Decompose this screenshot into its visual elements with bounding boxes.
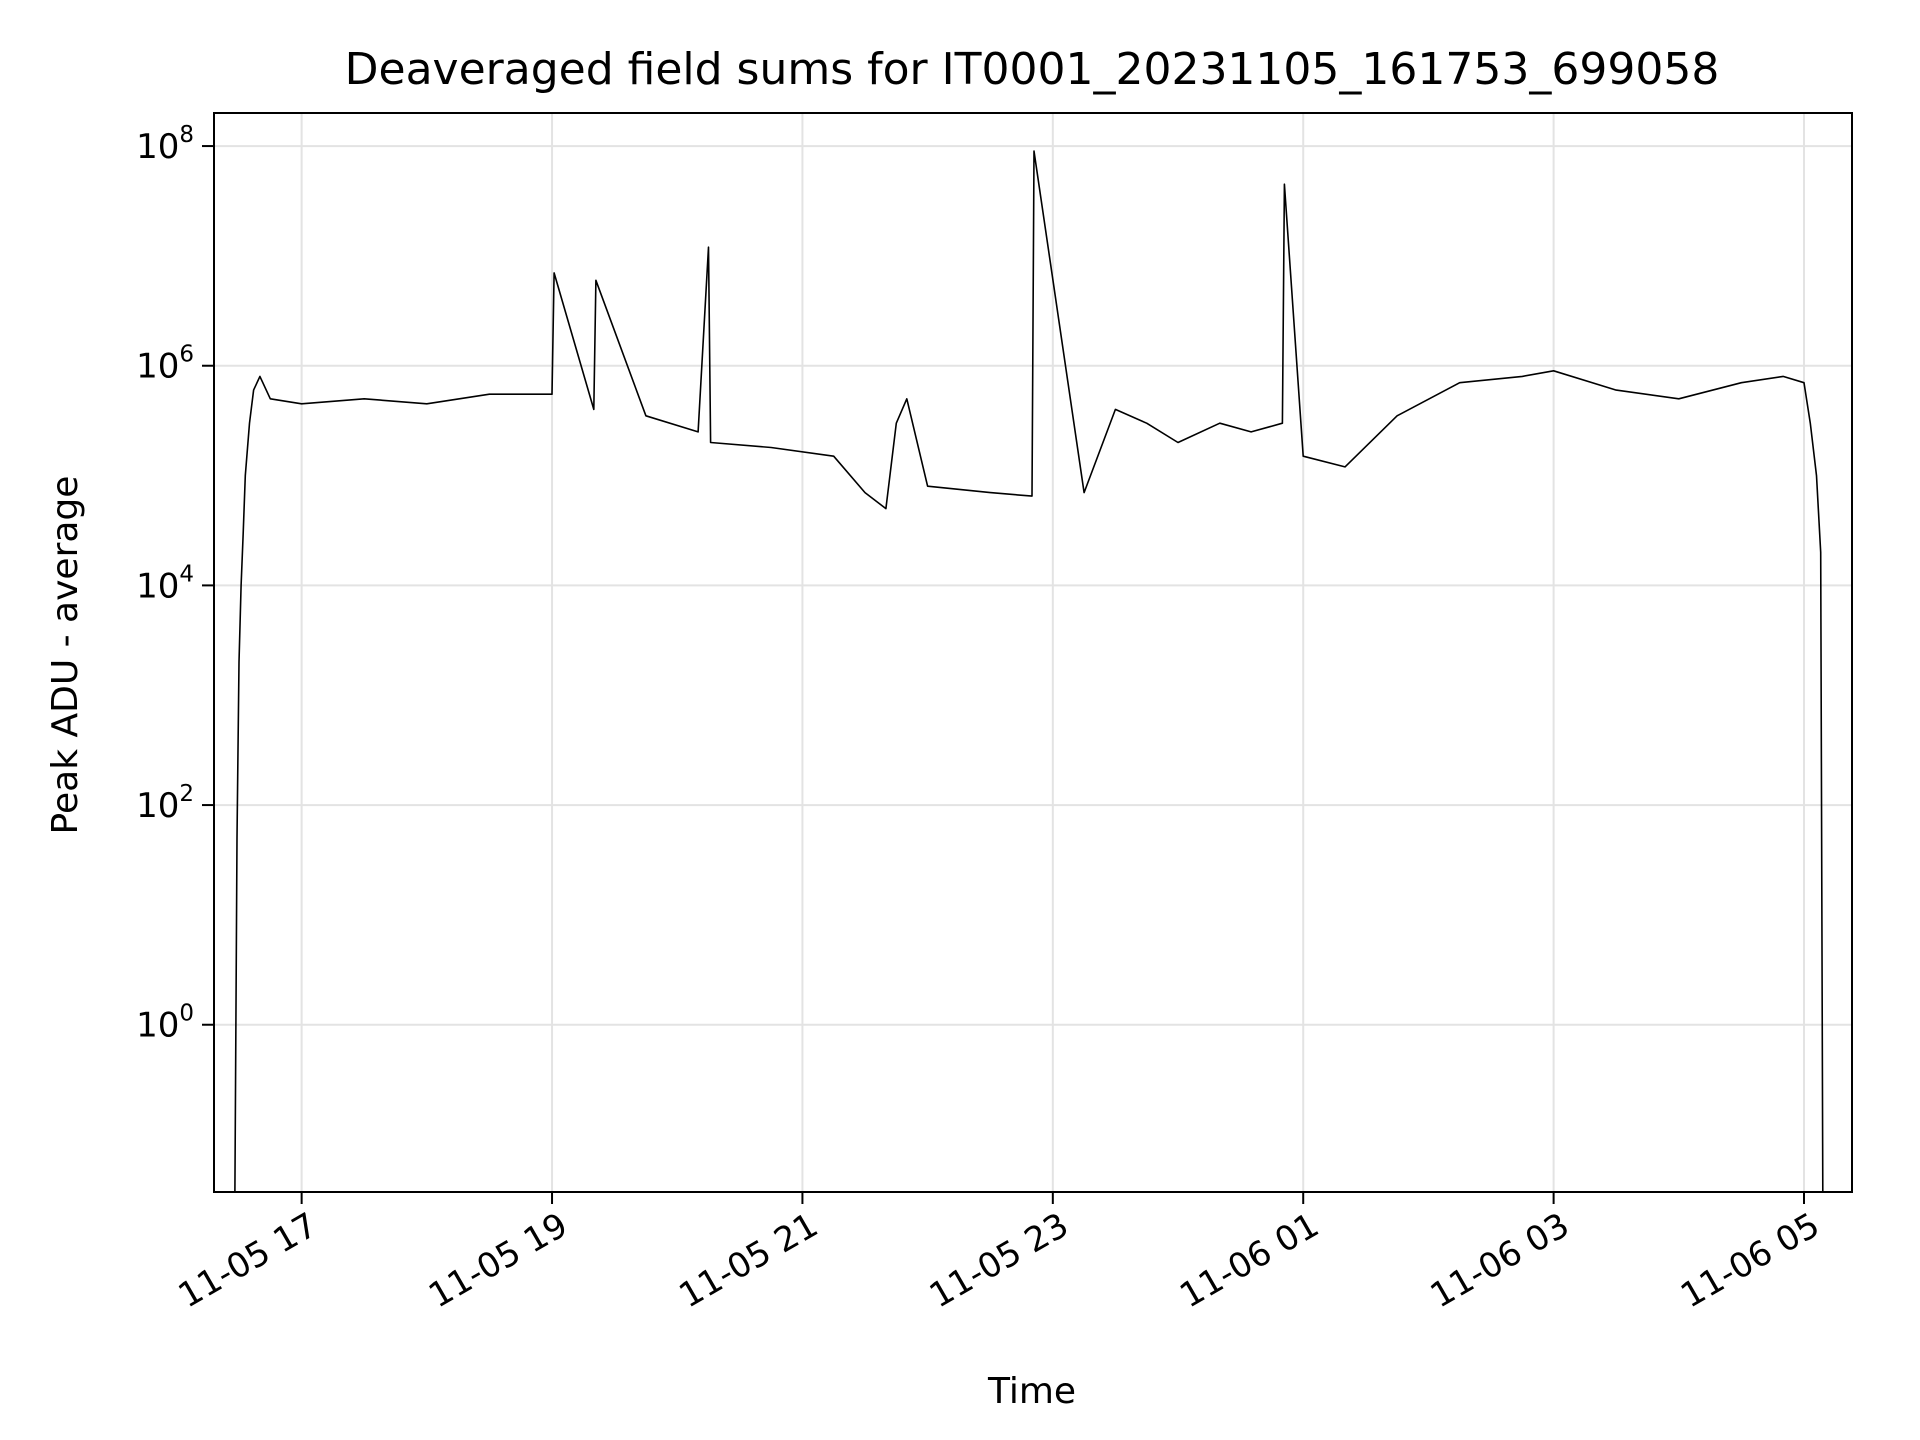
y-tick-label: 108 [136,122,194,167]
x-tick-label: 11-05 21 [673,1205,825,1316]
y-tick-exponent: 8 [179,122,194,148]
y-axis-title: Peak ADU - average [45,476,86,835]
chart-title: Deaveraged field sums for IT0001_2023110… [345,44,1720,95]
x-tick-label: 11-05 17 [172,1205,324,1316]
y-tick-exponent: 6 [179,342,194,368]
y-tick-label: 102 [136,781,194,826]
x-tick-label: 11-05 23 [923,1205,1075,1316]
plot-frame [213,112,1853,1193]
grid-lines [214,113,1852,1192]
x-axis-title: Time [987,1371,1076,1412]
series-line [234,150,1824,1193]
y-tick-exponent: 4 [179,561,194,587]
x-tick-label: 11-06 01 [1173,1205,1325,1316]
y-tick-base: 10 [136,347,179,387]
y-tick-base: 10 [136,1006,179,1046]
x-tick-label: 11-06 03 [1424,1205,1576,1316]
y-tick-exponent: 2 [179,781,194,807]
y-tick-label: 100 [136,1001,194,1046]
y-tick-label: 106 [136,342,194,387]
y-tick-base: 10 [136,566,179,606]
y-tick-base: 10 [136,127,179,167]
y-tick-exponent: 0 [179,1001,194,1027]
x-tick-label: 11-05 19 [422,1205,574,1316]
y-tick-label: 104 [136,561,194,606]
axis-ticks: 11-05 17 11-05 19 11-05 21 11-05 23 11-06 01… [136,122,1826,1316]
x-tick-label: 11-06 05 [1674,1205,1826,1316]
data-layer [234,150,1824,1193]
y-tick-base: 10 [136,786,179,826]
